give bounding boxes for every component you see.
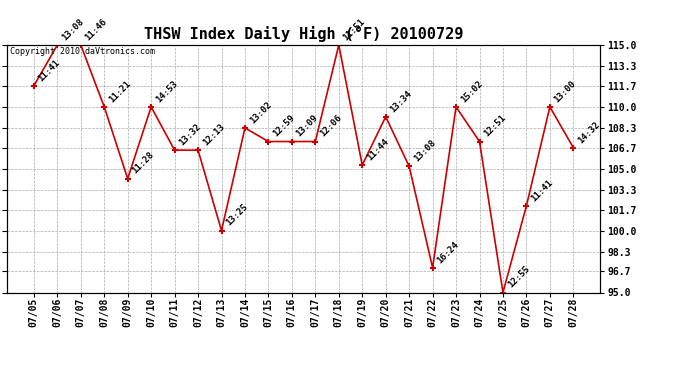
Text: 12:55: 12:55: [506, 264, 531, 290]
Text: 11:41: 11:41: [529, 178, 555, 203]
Title: THSW Index Daily High (°F) 20100729: THSW Index Daily High (°F) 20100729: [144, 27, 463, 42]
Text: Copyright 2010 daVtronics.com: Copyright 2010 daVtronics.com: [10, 48, 155, 57]
Text: 13:25: 13:25: [224, 202, 250, 228]
Text: 12:06: 12:06: [318, 113, 344, 139]
Text: 11:46: 11:46: [83, 17, 109, 42]
Text: 13:32: 13:32: [177, 122, 203, 147]
Text: 12:51: 12:51: [482, 113, 508, 139]
Text: 13:08: 13:08: [60, 17, 86, 42]
Text: 11:21: 11:21: [107, 79, 132, 104]
Text: 14:53: 14:53: [154, 79, 179, 104]
Text: 12:59: 12:59: [271, 113, 297, 139]
Text: 12:13: 12:13: [201, 122, 226, 147]
Text: 13:08: 13:08: [412, 138, 437, 164]
Text: 13:09: 13:09: [295, 113, 320, 139]
Text: 11:51: 11:51: [342, 17, 367, 42]
Text: 13:00: 13:00: [553, 79, 578, 104]
Text: 13:34: 13:34: [388, 88, 414, 114]
Text: 11:28: 11:28: [130, 150, 156, 176]
Text: 11:41: 11:41: [37, 58, 62, 83]
Text: 11:44: 11:44: [365, 137, 391, 162]
Text: 14:32: 14:32: [576, 120, 602, 145]
Text: 15:02: 15:02: [459, 79, 484, 104]
Text: 16:24: 16:24: [435, 240, 461, 265]
Text: 13:02: 13:02: [248, 100, 273, 125]
